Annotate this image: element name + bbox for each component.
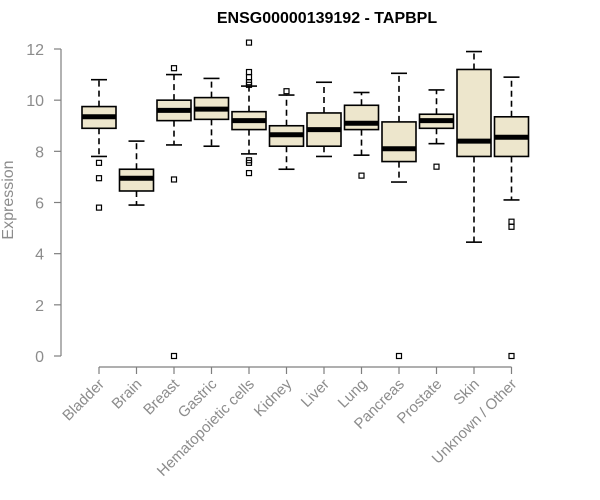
box-group bbox=[268, 88, 305, 171]
outlier-point bbox=[170, 176, 178, 183]
outlier-point bbox=[433, 163, 440, 170]
y-tick-label: 12 bbox=[26, 42, 44, 59]
outlier-point bbox=[283, 88, 290, 95]
box-group bbox=[418, 89, 455, 170]
y-tick-label: 8 bbox=[35, 144, 44, 161]
outlier-point bbox=[245, 68, 253, 76]
outlier-point bbox=[508, 352, 515, 360]
outlier-point bbox=[245, 81, 253, 88]
outlier-point bbox=[395, 352, 403, 360]
outlier-point bbox=[170, 352, 178, 360]
outlier-point bbox=[170, 65, 178, 72]
outlier-point bbox=[358, 172, 365, 179]
plot-area bbox=[81, 39, 530, 360]
outlier-point bbox=[245, 159, 253, 166]
x-tick-label: Skin bbox=[450, 376, 483, 409]
box-group bbox=[381, 72, 417, 360]
x-tick-label: Bladder bbox=[59, 376, 108, 425]
box-group bbox=[306, 81, 342, 158]
box-group bbox=[493, 76, 530, 360]
x-tick-label: Kidney bbox=[251, 375, 296, 420]
box-group bbox=[118, 140, 155, 206]
box-group bbox=[193, 77, 230, 148]
box-group bbox=[456, 50, 492, 243]
chart-title: ENSG00000139192 - TAPBPL bbox=[217, 10, 437, 27]
box-group bbox=[81, 78, 117, 211]
box bbox=[343, 104, 380, 131]
y-tick-label: 10 bbox=[26, 93, 44, 110]
y-tick-label: 4 bbox=[35, 247, 44, 264]
y-axis: 0 2 4 6 8 10 12 bbox=[26, 42, 62, 366]
box-group bbox=[231, 39, 267, 177]
outlier-point bbox=[95, 159, 103, 166]
outlier-point bbox=[508, 218, 515, 225]
box bbox=[381, 121, 417, 163]
outlier-point bbox=[245, 39, 253, 46]
outlier-point bbox=[508, 223, 515, 230]
x-tick-label: Liver bbox=[298, 376, 333, 411]
y-tick-label: 2 bbox=[35, 298, 44, 315]
outlier-point bbox=[245, 169, 253, 177]
box-group bbox=[156, 65, 192, 360]
outlier-point bbox=[95, 175, 103, 182]
y-tick-label: 6 bbox=[35, 196, 44, 213]
y-axis-label: Expression bbox=[0, 160, 17, 239]
outlier-point bbox=[245, 74, 253, 81]
box-group bbox=[343, 91, 380, 179]
outlier-point bbox=[95, 204, 103, 211]
y-tick-label: 0 bbox=[35, 349, 44, 366]
